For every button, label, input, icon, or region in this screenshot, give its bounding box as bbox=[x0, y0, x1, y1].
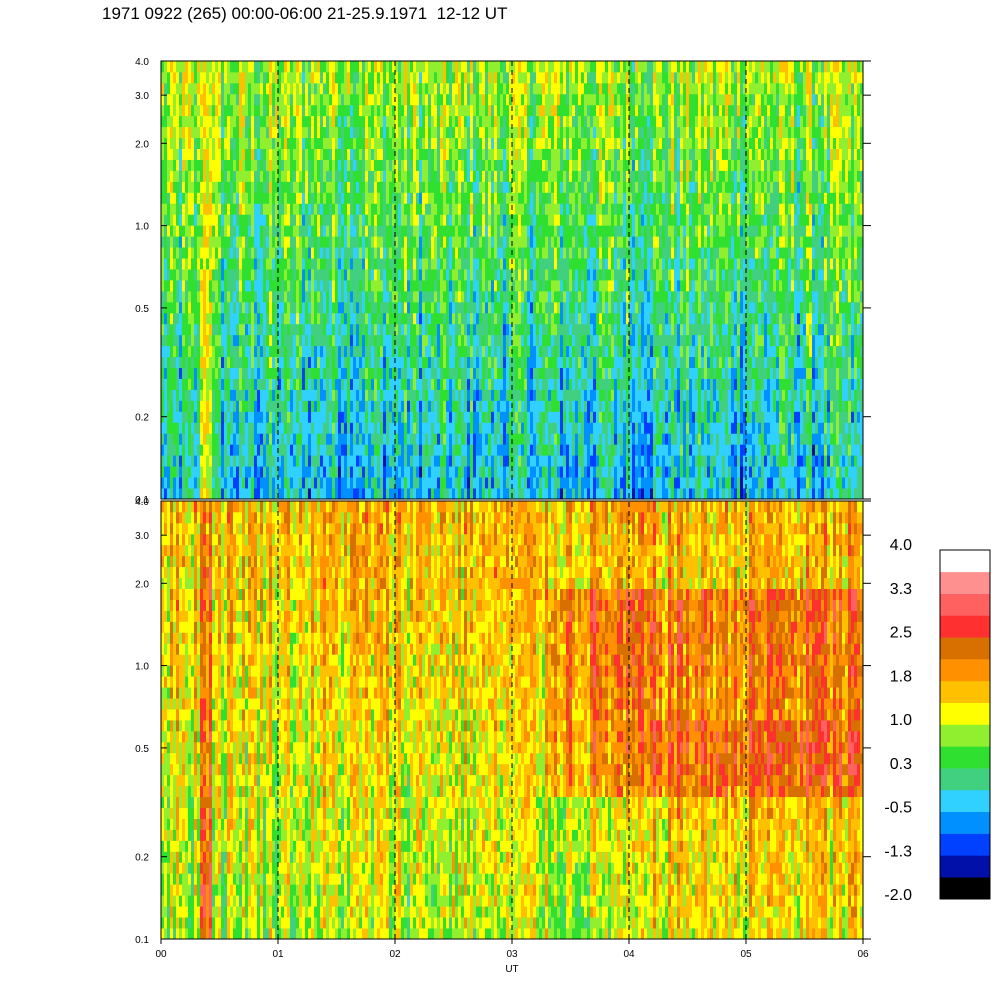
colorbar-swatch bbox=[940, 615, 990, 638]
y-tick-label: 2.0 bbox=[135, 139, 149, 150]
x-tick-label: 02 bbox=[389, 949, 401, 960]
x-tick-label: 06 bbox=[857, 949, 869, 960]
colorbar-swatch bbox=[940, 637, 990, 660]
x-tick-label: 03 bbox=[506, 949, 518, 960]
colorbar-label: 3.3 bbox=[890, 581, 912, 598]
x-axis-label: UT bbox=[505, 964, 518, 975]
y-tick-label: 3.0 bbox=[135, 531, 149, 542]
colorbar-swatch bbox=[940, 593, 990, 616]
colorbar-swatch bbox=[940, 855, 990, 878]
colorbar-frame bbox=[939, 549, 991, 900]
x-tick-label: 05 bbox=[740, 949, 752, 960]
y-tick-label: 4.0 bbox=[135, 497, 149, 508]
y-tick-label: 4.0 bbox=[135, 57, 149, 68]
colorbar-swatch bbox=[940, 680, 990, 703]
y-tick-label: 1.0 bbox=[135, 222, 149, 233]
colorbar-label: 1.8 bbox=[890, 668, 912, 685]
colorbar-swatch bbox=[940, 571, 990, 594]
y-tick-label: 3.0 bbox=[135, 91, 149, 102]
colorbar-swatch bbox=[940, 724, 990, 747]
colorbar-label: 4.0 bbox=[890, 537, 912, 554]
colorbar-swatch bbox=[940, 746, 990, 769]
colorbar-swatch bbox=[940, 789, 990, 813]
colorbar-label: 1.0 bbox=[890, 712, 912, 729]
colorbar-swatch bbox=[940, 659, 990, 682]
y-tick-label: 0.2 bbox=[135, 853, 149, 864]
colorbar-label: 2.5 bbox=[890, 625, 912, 642]
colorbar-swatch bbox=[940, 833, 990, 856]
chart-title: 1971 0922 (265) 00:00-06:00 21-25.9.1971… bbox=[102, 4, 508, 23]
y-tick-label: 0.2 bbox=[135, 413, 149, 424]
colorbar-swatch bbox=[940, 702, 990, 725]
y-tick-label: 0.5 bbox=[135, 304, 149, 315]
y-tick-label: 2.0 bbox=[135, 579, 149, 590]
x-tick-label: 00 bbox=[155, 949, 167, 960]
colorbar-swatch bbox=[940, 550, 990, 573]
y-tick-label: 0.5 bbox=[135, 744, 149, 755]
colorbar-label: -2.0 bbox=[884, 887, 912, 904]
x-tick-label: 01 bbox=[272, 949, 284, 960]
y-tick-label: 1.0 bbox=[135, 662, 149, 673]
colorbar-label: -0.5 bbox=[884, 800, 912, 817]
x-tick-label: 04 bbox=[623, 949, 635, 960]
y-tick-label: 0.1 bbox=[135, 495, 149, 506]
colorbar-label: -1.3 bbox=[884, 843, 912, 860]
y-tick-label: 0.1 bbox=[135, 935, 149, 946]
colorbar-swatch bbox=[940, 768, 990, 791]
colorbar-swatch bbox=[940, 811, 990, 834]
colorbar-swatch bbox=[940, 877, 990, 900]
colorbar-label: 0.3 bbox=[890, 756, 912, 773]
heatmap-cells bbox=[161, 61, 864, 940]
